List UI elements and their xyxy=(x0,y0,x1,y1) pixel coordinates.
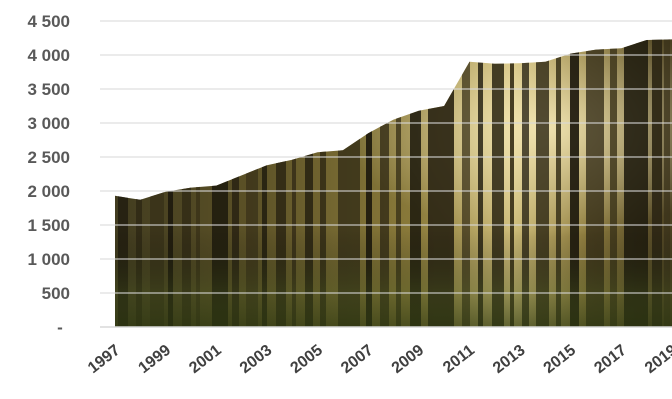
x-tick-label: 2013 xyxy=(490,342,529,377)
tree-trunk xyxy=(510,39,514,328)
tree-trunk xyxy=(262,39,267,328)
x-tick-label: 2011 xyxy=(440,342,478,377)
tree-trunk xyxy=(652,39,662,328)
y-tick-label: 500 xyxy=(42,284,70,303)
x-tick-label: 2017 xyxy=(591,342,630,377)
y-axis-tick-labels: - 500 1 000 1 500 2 000 2 500 3 000 3 500 4 000 4… xyxy=(27,12,70,337)
tree-trunk xyxy=(664,39,670,328)
tree-trunk xyxy=(396,39,401,328)
tree-trunk xyxy=(410,39,421,328)
forest-area-fill xyxy=(115,39,672,328)
tree-trunk xyxy=(232,39,239,328)
tree-trunk xyxy=(292,39,296,328)
y-tick-label: 1 500 xyxy=(27,216,70,235)
tree-trunk xyxy=(522,39,529,328)
tree-trunk xyxy=(380,39,389,328)
y-tick-label: 1 000 xyxy=(27,250,70,269)
x-tick-label: 1997 xyxy=(85,342,124,377)
x-tick-label: 2015 xyxy=(541,342,580,377)
x-tick-label: 2003 xyxy=(237,342,276,377)
tree-trunk xyxy=(366,39,372,328)
x-tick-label: 2001 xyxy=(186,342,225,377)
y-tick-label: - xyxy=(57,318,63,337)
tree-trunk xyxy=(462,39,470,328)
tree-trunk xyxy=(570,39,579,328)
x-tick-label: 2005 xyxy=(287,342,326,377)
tree-trunk xyxy=(320,39,326,328)
y-tick-label: 3 500 xyxy=(27,80,70,99)
x-tick-label: 1999 xyxy=(136,342,175,377)
tree-trunk xyxy=(556,39,561,328)
tree-trunk xyxy=(276,39,286,328)
y-tick-label: 2 000 xyxy=(27,182,70,201)
y-tick-label: 3 000 xyxy=(27,114,70,133)
tree-trunk xyxy=(305,39,313,328)
x-tick-label: 2007 xyxy=(338,342,377,377)
gridlines xyxy=(100,20,672,328)
tree-trunk xyxy=(610,39,617,328)
x-tick-label: 2019 xyxy=(642,342,672,377)
tree-trunk xyxy=(478,39,483,328)
x-tick-label: 2009 xyxy=(389,342,428,377)
y-tick-label: 4 000 xyxy=(27,46,70,65)
y-tick-label: 2 500 xyxy=(27,148,70,167)
y-tick-label: 4 500 xyxy=(27,12,70,31)
x-axis-tick-labels: 1997 1999 2001 2003 2005 2007 2009 2011 2013 2015… xyxy=(85,342,672,377)
